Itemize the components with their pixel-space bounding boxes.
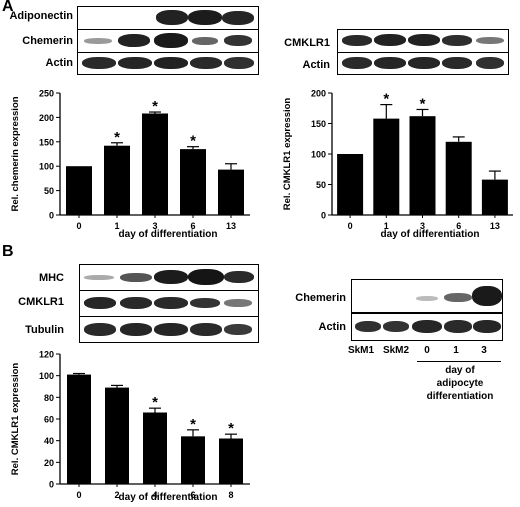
y-tick-label: 200 <box>311 89 326 99</box>
blot-chemerin <box>77 29 259 53</box>
x-tick-label: 0 <box>76 221 81 231</box>
y-axis-label: Rel. chemerin expression <box>10 96 21 211</box>
x-tick-label: 1 <box>384 221 389 231</box>
caption-line-3: differentiation <box>426 391 494 402</box>
y-tick-label: 150 <box>311 119 326 129</box>
caption-underline <box>417 361 501 362</box>
y-tick-label: 80 <box>44 393 54 403</box>
y-axis-label: Rel. CMKLR1 expression <box>282 98 293 211</box>
y-tick-label: 250 <box>39 89 54 99</box>
blot-actin-a-left <box>77 52 259 75</box>
chart-cmklr1-a-xlabel: day of differentiation <box>380 229 480 240</box>
blot-label-cmklr1-a: CMKLR1 <box>284 37 330 49</box>
bar <box>66 166 92 215</box>
significance-marker: * <box>190 416 196 433</box>
blot-label-chemerin: Chemerin <box>22 35 73 47</box>
blot-label-adiponectin: Adiponectin <box>9 10 73 22</box>
bar <box>337 154 364 215</box>
chart-chemerin-xlabel: day of differentiation <box>118 229 218 240</box>
chart-cmklr1-a: 0 50 100 150 200 Rel. CMKLR1 expression 0 * 1 * 3 6… <box>282 89 513 231</box>
blot-chemerin-b <box>351 279 503 313</box>
bar <box>373 118 400 215</box>
panel-letter-b: B <box>2 243 14 260</box>
x-tick-label: 3 <box>152 221 157 231</box>
chart-cmklr1-b: 0 20 40 60 80 100 120 Rel. CMKLR1 expression 0 2 *… <box>10 350 250 500</box>
caption-line-2: adipocyte <box>436 378 484 389</box>
x-tick-label: 13 <box>490 221 500 231</box>
blot-cmklr1-b <box>79 290 259 317</box>
y-tick-label: 100 <box>39 371 54 381</box>
bar <box>445 141 472 215</box>
y-tick-label: 20 <box>44 458 54 468</box>
bar <box>218 169 244 215</box>
y-tick-label: 50 <box>44 186 54 196</box>
blot-mhc <box>79 264 259 291</box>
bar <box>481 179 508 215</box>
x-tick-label: 6 <box>190 490 195 500</box>
blot-label-tubulin: Tubulin <box>25 324 64 336</box>
blot-label-actin-b: Actin <box>318 321 347 333</box>
blot-actin-a-right <box>337 52 509 75</box>
bar <box>104 145 130 215</box>
bar <box>181 436 205 484</box>
y-tick-label: 120 <box>39 350 54 360</box>
lane-label-day3: 3 <box>481 345 487 356</box>
blot-tubulin <box>79 316 259 343</box>
blot-cmklr1-a <box>337 29 509 53</box>
y-tick-label: 150 <box>39 137 54 147</box>
x-tick-label: 8 <box>228 490 233 500</box>
x-tick-label: 1 <box>114 221 119 231</box>
x-tick-label: 0 <box>348 221 353 231</box>
significance-marker: * <box>383 91 389 108</box>
y-tick-label: 60 <box>44 415 54 425</box>
y-tick-label: 100 <box>311 150 326 160</box>
y-tick-label: 0 <box>49 211 54 221</box>
x-tick-label: 2 <box>114 490 119 500</box>
x-tick-label: 13 <box>226 221 236 231</box>
significance-marker: * <box>152 394 158 411</box>
bar <box>143 412 167 484</box>
caption-line-1: day of <box>445 365 475 376</box>
x-tick-label: 6 <box>190 221 195 231</box>
panel-letter-a: A <box>2 0 14 15</box>
x-tick-label: 0 <box>76 490 81 500</box>
lane-label-day0: 0 <box>424 345 430 356</box>
x-tick-label: 6 <box>456 221 461 231</box>
significance-marker: * <box>228 420 234 437</box>
x-tick-label: 4 <box>152 490 157 500</box>
y-tick-label: 50 <box>316 180 326 190</box>
blot-label-actin-a-left: Actin <box>45 57 74 69</box>
significance-marker: * <box>420 95 426 112</box>
lane-label-skm2: SkM2 <box>382 345 410 356</box>
lane-label-day1: 1 <box>453 345 459 356</box>
significance-marker: * <box>152 98 158 115</box>
bar <box>105 387 129 484</box>
x-tick-label: 3 <box>420 221 425 231</box>
significance-marker: * <box>114 129 120 146</box>
y-tick-label: 200 <box>39 113 54 123</box>
y-tick-label: 40 <box>44 436 54 446</box>
significance-marker: * <box>190 133 196 150</box>
bar <box>219 438 243 484</box>
blot-label-actin-a-right: Actin <box>302 59 331 71</box>
bar <box>180 149 206 215</box>
bar <box>409 116 436 215</box>
y-tick-label: 0 <box>321 211 326 221</box>
blot-label-mhc: MHC <box>38 272 64 284</box>
y-tick-label: 0 <box>49 480 54 490</box>
bar <box>67 374 91 484</box>
lane-label-skm1: SkM1 <box>347 345 375 356</box>
y-tick-label: 100 <box>39 162 54 172</box>
blot-actin-b <box>351 313 503 341</box>
chart-cmklr1-b-xlabel: day of differentiation <box>118 492 218 503</box>
y-axis-label: Rel. CMKLR1 expression <box>10 363 21 476</box>
bar <box>142 113 168 215</box>
blot-label-chemerin-b: Chemerin <box>295 292 346 304</box>
blot-label-cmklr1-b: CMKLR1 <box>18 296 64 308</box>
blot-adiponectin <box>77 6 259 30</box>
chart-chemerin: 0 50 100 150 200 250 Rel. chemerin expression 0… <box>10 89 250 231</box>
